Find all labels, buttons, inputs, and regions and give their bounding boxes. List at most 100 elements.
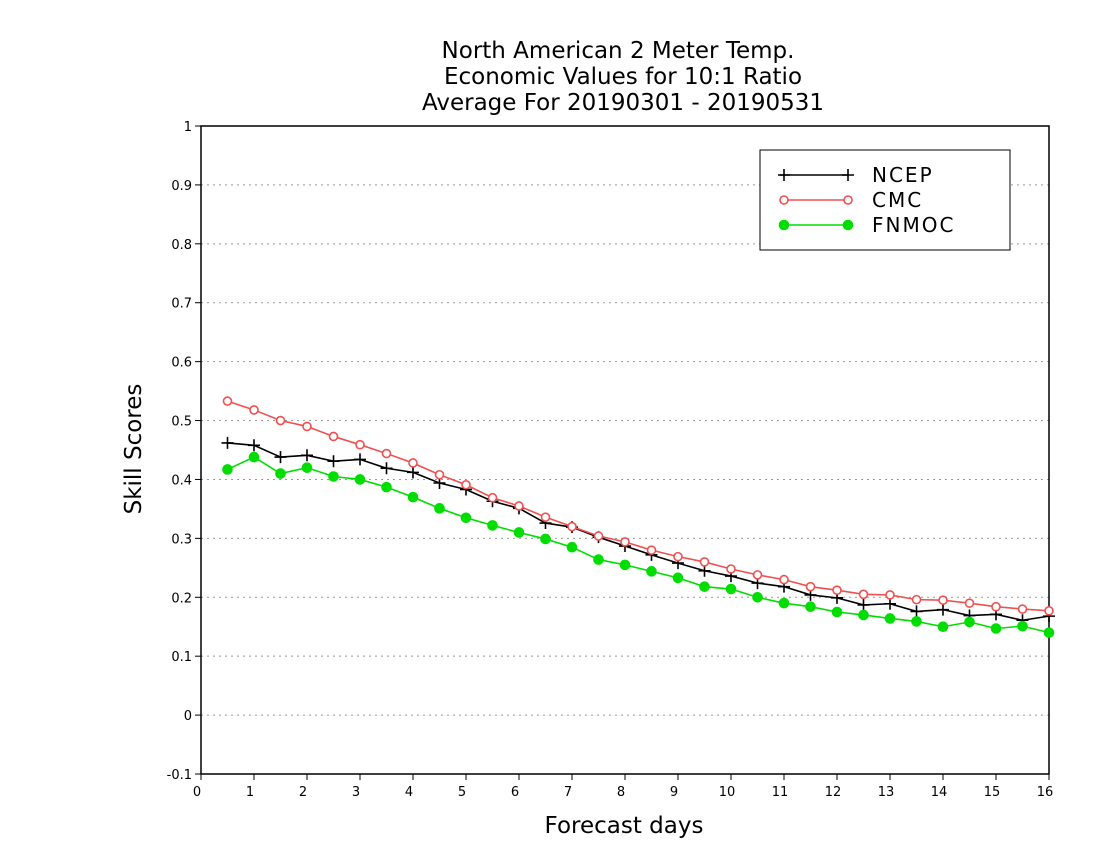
data-point-fnmoc <box>354 474 366 485</box>
data-point-cmc <box>805 581 816 592</box>
data-point-fnmoc <box>646 566 657 577</box>
series-fnmoc <box>222 451 1055 638</box>
legend-label-fnmoc: FNMOC <box>872 213 955 237</box>
x-tick-label: 1 <box>246 785 254 800</box>
data-point-ncep <box>221 436 234 449</box>
chart-title-line-1: North American 2 Meter Temp. <box>442 38 795 64</box>
data-point-fnmoc <box>990 623 1002 634</box>
data-point-ncep <box>698 564 711 577</box>
y-tick-label: 0.9 <box>171 179 192 194</box>
data-point-fnmoc <box>672 572 684 584</box>
y-tick-label: 0.1 <box>171 650 192 665</box>
x-tick-label: 16 <box>1037 785 1054 800</box>
chart-title-line-3: Average For 20190301 - 20190531 <box>422 90 824 116</box>
data-point-fnmoc <box>699 581 710 592</box>
series-ncep <box>221 436 1055 627</box>
data-point-fnmoc <box>275 468 286 479</box>
data-point-cmc <box>249 405 259 415</box>
y-tick-label: 0.2 <box>171 591 192 606</box>
data-point-fnmoc <box>248 451 260 463</box>
data-point-cmc <box>1044 606 1054 616</box>
y-tick-label: 0.8 <box>171 238 192 253</box>
data-point-fnmoc <box>778 597 790 609</box>
x-tick-label: 8 <box>617 785 625 800</box>
data-point-fnmoc <box>752 591 763 603</box>
data-point-cmc <box>302 421 312 432</box>
legend-marker-right <box>843 195 853 205</box>
data-point-fnmoc <box>407 491 419 503</box>
x-tick-label: 6 <box>511 785 519 800</box>
x-tick-label: 13 <box>878 785 895 800</box>
x-axis-label: Forecast days <box>545 813 704 839</box>
legend-marker-left <box>778 219 790 231</box>
legend-label-ncep: NCEP <box>872 163 934 187</box>
x-tick-label: 15 <box>984 785 1001 800</box>
y-axis-label: Skill Scores <box>121 384 147 515</box>
x-tick-label: 14 <box>931 785 948 800</box>
data-point-cmc <box>434 469 445 480</box>
legend-entry-fnmoc: FNMOC <box>778 213 955 237</box>
grid-lines <box>201 184 1049 716</box>
data-point-fnmoc <box>540 533 551 545</box>
x-tick-label: 11 <box>772 785 789 800</box>
data-point-cmc <box>964 598 975 608</box>
data-point-fnmoc <box>619 559 631 571</box>
data-point-ncep <box>327 455 340 468</box>
x-tick-label: 2 <box>299 785 307 800</box>
data-point-cmc <box>858 589 869 600</box>
data-point-cmc <box>328 431 339 442</box>
y-tick-label: -0.1 <box>167 768 192 783</box>
data-point-cmc <box>646 545 657 555</box>
data-point-fnmoc <box>434 503 445 514</box>
y-tick-label: 0.5 <box>171 415 192 430</box>
data-point-fnmoc <box>964 616 975 628</box>
data-point-cmc <box>381 448 392 459</box>
x-tick-label: 10 <box>719 785 736 800</box>
data-point-ncep <box>937 603 949 616</box>
data-point-fnmoc <box>566 541 578 553</box>
data-point-fnmoc <box>937 621 949 633</box>
data-point-ncep <box>354 453 366 466</box>
data-point-fnmoc <box>858 609 869 621</box>
data-point-cmc <box>408 458 418 468</box>
data-series <box>221 396 1055 638</box>
legend-label-cmc: CMC <box>872 188 923 212</box>
series-cmc <box>222 396 1054 616</box>
y-tick-label: 0.4 <box>171 473 192 488</box>
x-tick-label: 5 <box>458 785 466 800</box>
y-tick-label: 0.7 <box>171 297 192 312</box>
chart-title-line-2: Economic Values for 10:1 Ratio <box>444 64 802 90</box>
data-point-cmc <box>514 501 524 511</box>
data-point-cmc <box>832 585 842 596</box>
data-point-fnmoc <box>381 481 392 493</box>
data-point-ncep <box>301 449 313 462</box>
x-tick-label: 3 <box>352 785 360 800</box>
data-point-fnmoc <box>222 464 233 475</box>
legend-marker-right <box>842 219 854 231</box>
data-point-cmc <box>779 574 789 585</box>
data-point-cmc <box>593 531 604 541</box>
data-point-cmc <box>275 415 286 426</box>
legend-marker-right <box>842 169 854 181</box>
series-line-cmc <box>227 400 1050 612</box>
legend-entry-ncep: NCEP <box>778 163 934 187</box>
data-point-fnmoc <box>831 606 843 618</box>
y-tick-label: 0.6 <box>171 356 192 371</box>
data-point-ncep <box>407 466 419 479</box>
legend-entry-cmc: CMC <box>779 188 923 212</box>
data-point-fnmoc <box>884 613 896 624</box>
data-point-ncep <box>884 597 896 610</box>
data-point-cmc <box>991 601 1001 612</box>
x-tick-label: 4 <box>405 785 413 800</box>
y-tick-label: 1 <box>184 120 192 135</box>
data-point-cmc <box>699 557 710 567</box>
data-point-fnmoc <box>725 583 737 595</box>
data-point-ncep <box>274 451 287 464</box>
data-point-fnmoc <box>487 520 498 531</box>
data-point-fnmoc <box>460 512 472 524</box>
data-point-cmc <box>911 594 922 605</box>
x-tick-label: 12 <box>825 785 842 800</box>
data-point-cmc <box>540 512 551 522</box>
legend-marker-left <box>778 169 790 181</box>
